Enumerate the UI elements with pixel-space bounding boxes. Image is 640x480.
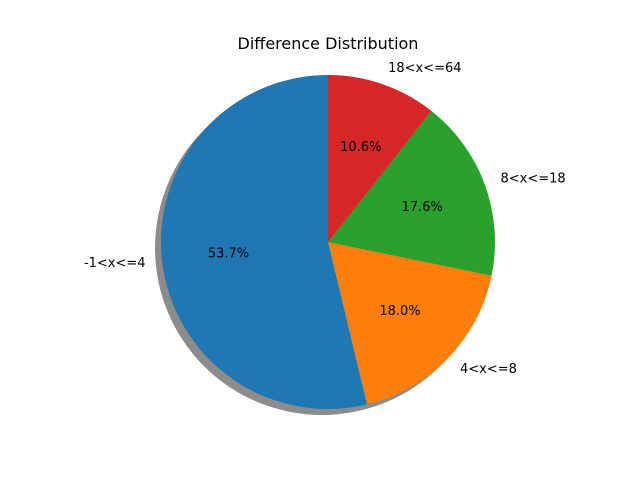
slice-percent-label: 18.0% (379, 304, 420, 319)
slice-label: 4<x<=8 (460, 362, 517, 377)
pie-slice (328, 75, 432, 242)
slice-percent-label: 53.7% (208, 246, 249, 261)
slice-label: -1<x<=4 (84, 256, 146, 271)
chart-title: Difference Distribution (238, 34, 419, 53)
slice-percent-label: 17.6% (401, 200, 442, 215)
slice-label: 8<x<=18 (501, 171, 566, 186)
pie-slice (161, 75, 368, 409)
pie-slice (328, 110, 495, 276)
slice-percent-label: 10.6% (340, 140, 381, 155)
slice-label: 18<x<=64 (388, 61, 461, 76)
pie-labels: -1<x<=4 53.7% 4<x<=8 18.0% 8<x<=18 17.6% 18<x<… (84, 61, 566, 377)
pie-slice (328, 242, 492, 405)
pie-slices (161, 75, 495, 409)
